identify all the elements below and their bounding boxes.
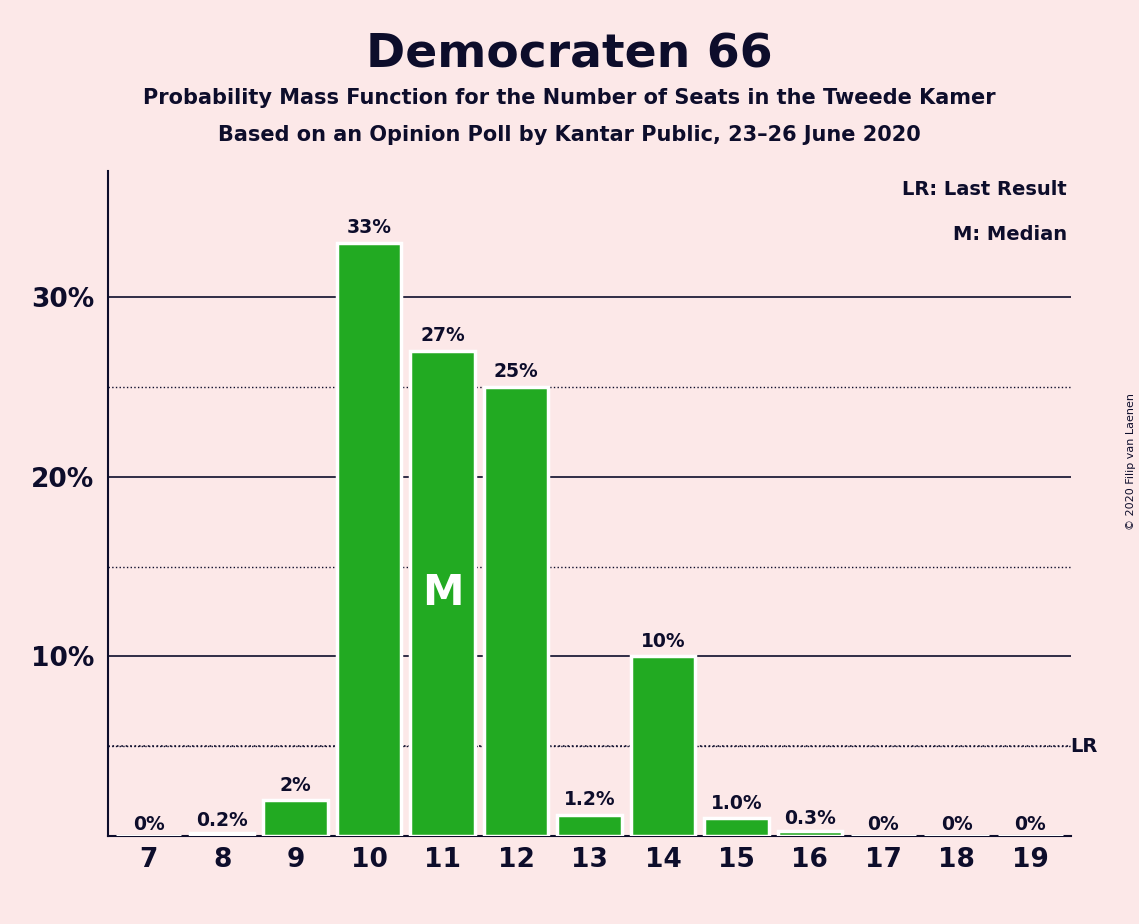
Text: 0%: 0% [941, 815, 973, 833]
Bar [557, 815, 622, 836]
Text: M: Median: M: Median [953, 225, 1067, 244]
Text: Based on an Opinion Poll by Kantar Public, 23–26 June 2020: Based on an Opinion Poll by Kantar Publi… [219, 125, 920, 145]
Text: 33%: 33% [346, 218, 392, 237]
Bar [484, 387, 548, 836]
Bar [410, 351, 475, 836]
Bar [263, 800, 328, 836]
Text: 1.2%: 1.2% [564, 790, 615, 809]
Bar [704, 819, 769, 836]
Text: 25%: 25% [493, 362, 539, 382]
Bar [778, 831, 842, 836]
Text: 2%: 2% [280, 776, 311, 795]
Text: M: M [421, 573, 464, 614]
Text: © 2020 Filip van Laenen: © 2020 Filip van Laenen [1125, 394, 1136, 530]
Text: Democraten 66: Democraten 66 [366, 32, 773, 78]
Bar [337, 243, 401, 836]
Text: 27%: 27% [420, 326, 465, 346]
Text: 0%: 0% [868, 815, 899, 833]
Bar [190, 833, 254, 836]
Text: LR: LR [1071, 736, 1098, 756]
Text: 10%: 10% [640, 632, 686, 651]
Text: LR: Last Result: LR: Last Result [902, 180, 1067, 199]
Bar [631, 656, 695, 836]
Text: Probability Mass Function for the Number of Seats in the Tweede Kamer: Probability Mass Function for the Number… [144, 88, 995, 108]
Text: 0%: 0% [133, 815, 164, 833]
Text: 0.2%: 0.2% [196, 811, 248, 830]
Text: 1.0%: 1.0% [711, 794, 762, 813]
Text: 0%: 0% [1015, 815, 1046, 833]
Text: 0.3%: 0.3% [784, 809, 836, 828]
